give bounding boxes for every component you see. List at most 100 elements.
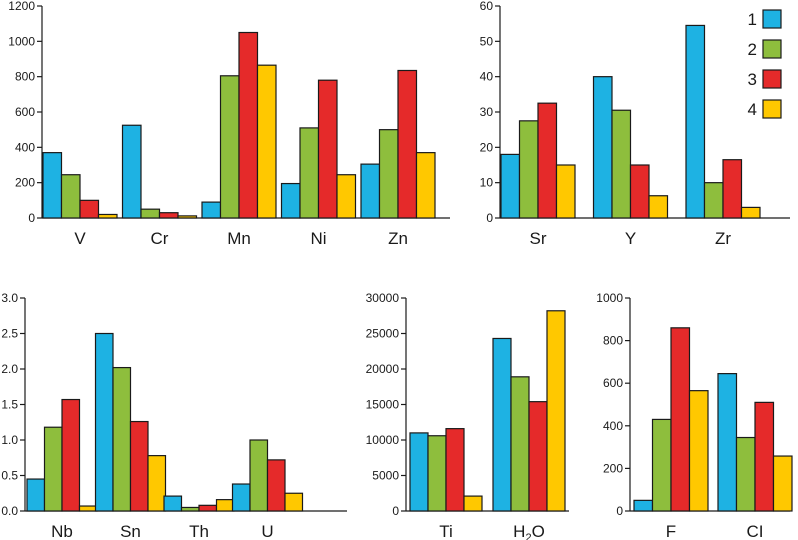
bar-cl-series-4 — [772, 455, 793, 512]
bar-cl-series-3 — [754, 401, 775, 512]
bar-sn-series-4 — [147, 455, 167, 512]
bar-u-series-3 — [266, 459, 286, 512]
y-tick-label: 1200 — [8, 0, 35, 13]
y-tick-label: 50 — [480, 34, 494, 48]
bar-zn-series-1 — [360, 163, 381, 219]
bar-cr-series-3 — [158, 212, 179, 219]
bar-ti-series-3 — [445, 428, 465, 512]
bar-zn-series-4 — [415, 152, 436, 219]
bar-cl-series-1 — [717, 373, 738, 512]
bar-sr-series-1 — [500, 153, 521, 219]
y-tick-label: 1.0 — [1, 433, 18, 447]
legend: 1 2 3 4 — [748, 9, 782, 119]
category-label: Zr — [715, 229, 731, 248]
category-label: CI — [747, 522, 764, 540]
bar-v-series-3 — [79, 199, 100, 219]
bar-ti-series-4 — [463, 495, 483, 512]
y-tick-label: 0.0 — [1, 504, 18, 518]
bar-y-series-2 — [611, 109, 632, 219]
y-tick-label: 3.0 — [1, 291, 18, 305]
bar-v-series-4 — [97, 213, 118, 219]
bar-cr-series-2 — [140, 208, 161, 219]
legend-label: 4 — [748, 100, 757, 119]
bar-mn-series-4 — [256, 64, 277, 219]
chart-panel-1: 0 200 400 600 800 1000 1200 V Cr Mn Ni Zn — [8, 0, 450, 248]
bar-v-series-1 — [42, 152, 63, 219]
y-tick-label: 25000 — [366, 327, 400, 341]
y-tick-label: 1000 — [8, 34, 35, 48]
bar-zr-series-4 — [740, 206, 761, 219]
bar-zn-series-3 — [397, 69, 418, 219]
category-label: Sn — [120, 522, 141, 540]
y-tick-label: 0.5 — [1, 469, 18, 483]
y-tick-label: 400 — [603, 419, 623, 433]
bar-zn-series-2 — [378, 129, 399, 219]
y-tick-label: 0 — [28, 211, 35, 225]
category-label: Sr — [530, 229, 547, 248]
bar-zr-series-2 — [703, 182, 724, 219]
y-tick-label: 200 — [15, 176, 35, 190]
category-label: Ni — [310, 229, 326, 248]
y-tick-label: 1000 — [596, 291, 623, 305]
legend-swatch-4 — [762, 99, 782, 119]
y-tick-label: 60 — [480, 0, 494, 13]
bar-ti-series-1 — [409, 432, 429, 512]
bar-nb-series-3 — [61, 398, 81, 512]
bar-mn-series-3 — [238, 31, 259, 219]
bar-sn-series-2 — [112, 366, 132, 512]
bar-mn-series-1 — [201, 201, 222, 219]
bar-th-series-4 — [215, 499, 235, 512]
bar-ni-series-3 — [317, 79, 338, 219]
bar-ni-series-2 — [299, 127, 320, 219]
legend-swatch-2 — [762, 39, 782, 59]
y-tick-label: 600 — [15, 105, 35, 119]
category-label: Y — [625, 229, 636, 248]
category-label: Nb — [51, 522, 73, 540]
category-label: Zn — [388, 229, 408, 248]
bar-u-series-4 — [284, 492, 304, 512]
legend-swatch-3 — [762, 69, 782, 89]
y-tick-label: 10 — [480, 176, 494, 190]
bar-sr-series-2 — [518, 120, 539, 219]
bar-ti-series-2 — [427, 435, 447, 512]
y-tick-label: 15000 — [366, 398, 400, 412]
bar-th-series-2 — [180, 506, 200, 512]
chart-panel-3: 0.0 0.5 1.0 1.5 2.0 2.5 3.0 Nb Sn Th U — [1, 291, 347, 540]
bar-cl-series-2 — [735, 436, 756, 512]
y-tick-label: 2.5 — [1, 327, 18, 341]
legend-label: 2 — [748, 40, 757, 59]
bar-f-series-4 — [688, 390, 709, 512]
category-label: Th — [189, 522, 209, 540]
y-tick-label: 200 — [603, 461, 623, 475]
bar-zr-series-1 — [685, 24, 706, 219]
category-label: Mn — [227, 229, 251, 248]
bar-zr-series-3 — [722, 159, 743, 219]
bar-sr-series-4 — [555, 164, 576, 219]
bar-v-series-2 — [60, 174, 81, 219]
bar-f-series-3 — [670, 327, 691, 512]
bar-ni-series-4 — [336, 174, 357, 219]
bar-h2o-series-4 — [546, 310, 566, 512]
y-tick-label: 2.0 — [1, 362, 18, 376]
category-label: V — [74, 229, 86, 248]
y-tick-label: 10000 — [366, 433, 400, 447]
bar-sr-series-3 — [537, 102, 558, 219]
bar-cr-series-1 — [121, 124, 142, 219]
y-tick-label: 800 — [603, 334, 623, 348]
bar-f-series-1 — [633, 499, 654, 512]
bar-y-series-4 — [648, 195, 669, 219]
bar-y-series-1 — [592, 76, 613, 219]
bar-th-series-3 — [198, 504, 218, 512]
bar-u-series-1 — [231, 483, 251, 512]
y-tick-label: 20 — [480, 140, 494, 154]
y-tick-label: 0 — [616, 504, 623, 518]
bar-sn-series-1 — [94, 332, 114, 512]
bar-th-series-1 — [163, 495, 183, 512]
category-label: Ti — [439, 522, 453, 540]
y-tick-label: 1.5 — [1, 398, 18, 412]
bar-f-series-2 — [651, 418, 672, 512]
y-tick-label: 0 — [392, 504, 399, 518]
bar-h2o-series-1 — [492, 337, 512, 512]
bar-nb-series-1 — [26, 478, 46, 512]
bar-nb-series-4 — [78, 505, 98, 512]
